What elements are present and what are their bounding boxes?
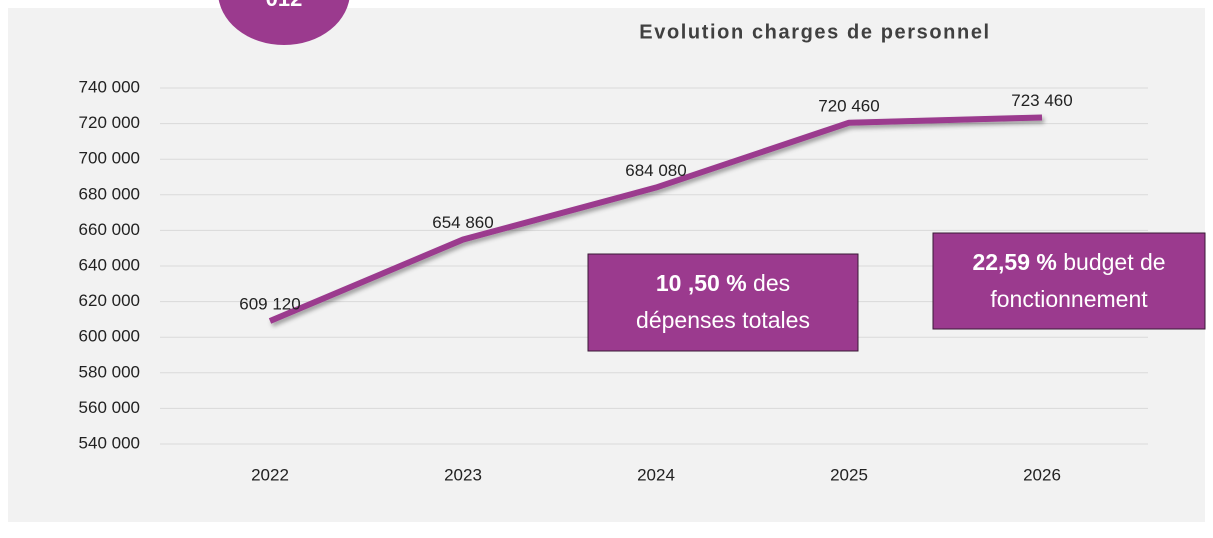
badge [218,0,350,45]
y-tick-label: 580 000 [79,362,140,381]
data-label: 684 080 [625,161,686,180]
y-tick-label: 660 000 [79,220,140,239]
x-tick-label: 2022 [251,465,289,484]
annotation-text: budget de [1057,249,1166,275]
annotation-line: 10 ,50 % des [656,270,790,296]
y-tick-label: 680 000 [79,184,140,203]
badge-text: 012 [266,0,303,11]
annotation-box [932,232,1206,330]
y-tick-label: 740 000 [79,77,140,96]
annotation-line2: fonctionnement [990,286,1148,312]
x-tick-label: 2025 [830,465,868,484]
x-tick-label: 2026 [1023,465,1061,484]
y-tick-label: 540 000 [79,433,140,452]
data-label: 609 120 [239,294,300,313]
x-tick-label: 2024 [637,465,675,484]
x-tick-label: 2023 [444,465,482,484]
y-tick-label: 640 000 [79,255,140,274]
line [268,114,1043,324]
annotation-bold: 10 ,50 % [656,270,747,296]
data-label: 723 460 [1011,91,1072,110]
annotation-line: 22,59 % budget de [972,249,1165,275]
annotation-box [587,253,859,352]
y-tick-label: 560 000 [79,398,140,417]
data-label: 654 860 [432,213,493,232]
annotation-bold: 22,59 % [972,249,1056,275]
annotation-line2: dépenses totales [636,307,810,333]
annotation-text: des [747,270,790,296]
y-tick-label: 620 000 [79,291,140,310]
y-tick-label: 600 000 [79,327,140,346]
chart-title: Evolution charges de personnel [639,21,990,43]
y-tick-label: 720 000 [79,113,140,132]
y-tick-label: 700 000 [79,149,140,168]
data-label: 720 460 [818,96,879,115]
